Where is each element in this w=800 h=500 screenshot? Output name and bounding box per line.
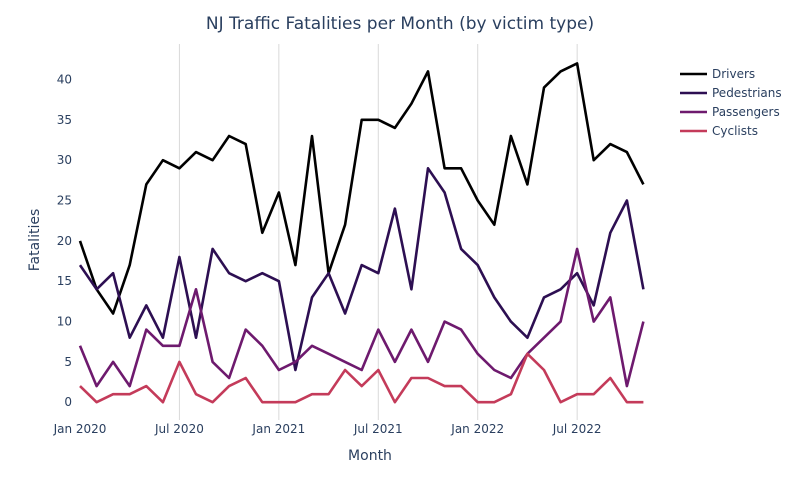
y-tick-label: 20 — [57, 234, 72, 248]
grid-lines — [178, 44, 578, 420]
series-line-passengers — [78, 247, 645, 388]
x-tick-label: Jul 2021 — [353, 422, 403, 436]
y-tick-label: 15 — [57, 274, 72, 288]
legend-label: Pedestrians — [712, 86, 782, 100]
x-tick-label: Jan 2020 — [53, 422, 107, 436]
y-tick-label: 35 — [57, 113, 72, 127]
y-tick-label: 30 — [57, 153, 72, 167]
x-tick-labels: Jan 2020 Jul 2020 Jan 2021 Jul 2021 Jan 2022… — [53, 422, 602, 436]
legend-label: Drivers — [712, 67, 755, 81]
y-tick-label: 10 — [57, 315, 72, 329]
x-tick-label: Jan 2022 — [450, 422, 504, 436]
chart-title: NJ Traffic Fatalities per Month (by vict… — [206, 14, 594, 34]
legend-label: Passengers — [712, 105, 780, 119]
x-axis-title: Month — [348, 448, 392, 464]
legend-label: Cyclists — [712, 124, 758, 138]
y-axis-title: Fatalities — [27, 209, 43, 271]
series-lines — [78, 62, 645, 404]
legend[interactable]: Drivers Pedestrians Passengers Cyclists — [680, 67, 782, 138]
series-line-cyclists — [79, 352, 644, 404]
legend-item-drivers[interactable]: Drivers — [680, 67, 755, 81]
y-tick-label: 5 — [64, 355, 72, 369]
legend-item-cyclists[interactable]: Cyclists — [680, 124, 758, 138]
series-line-pedestrians — [78, 167, 645, 372]
x-tick-label: Jan 2021 — [251, 422, 305, 436]
legend-item-pedestrians[interactable]: Pedestrians — [680, 86, 782, 100]
legend-item-passengers[interactable]: Passengers — [680, 105, 780, 119]
x-tick-label: Jul 2020 — [154, 422, 204, 436]
y-tick-label: 40 — [57, 73, 72, 87]
y-tick-label: 25 — [57, 194, 72, 208]
y-tick-labels: 0 5 10 15 20 25 30 35 40 — [57, 73, 72, 410]
x-tick-label: Jul 2022 — [552, 422, 602, 436]
series-line-drivers — [78, 62, 645, 315]
y-tick-label: 0 — [64, 395, 72, 409]
